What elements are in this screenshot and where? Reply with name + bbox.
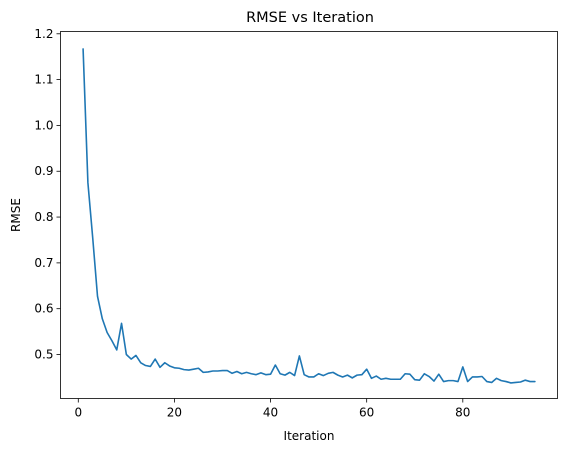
y-tick-label: 0.9 [34,164,53,178]
y-axis-label: RMSE [9,198,23,232]
y-tick-label: 0.8 [34,210,53,224]
y-tick-label: 1.1 [34,73,53,87]
x-axis-label: Iteration [284,429,335,443]
x-tick-label: 40 [263,406,278,420]
x-tick-label: 0 [74,406,82,420]
y-tick-label: 0.7 [34,256,53,270]
x-tick-label: 60 [359,406,374,420]
x-tick-label: 20 [167,406,182,420]
rmse-line [82,48,536,384]
y-tick-label: 0.5 [34,348,53,362]
plot-frame [60,31,558,399]
chart-title: RMSE vs Iteration [246,10,374,26]
y-tick-label: 0.6 [34,302,53,316]
y-tick-label: 1.0 [34,118,53,132]
y-tick-label: 1.2 [34,27,53,41]
x-tick-label: 80 [455,406,470,420]
